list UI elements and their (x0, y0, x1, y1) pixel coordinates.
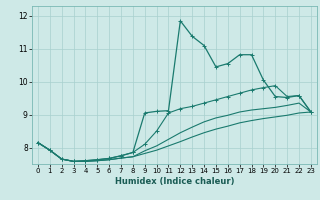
X-axis label: Humidex (Indice chaleur): Humidex (Indice chaleur) (115, 177, 234, 186)
